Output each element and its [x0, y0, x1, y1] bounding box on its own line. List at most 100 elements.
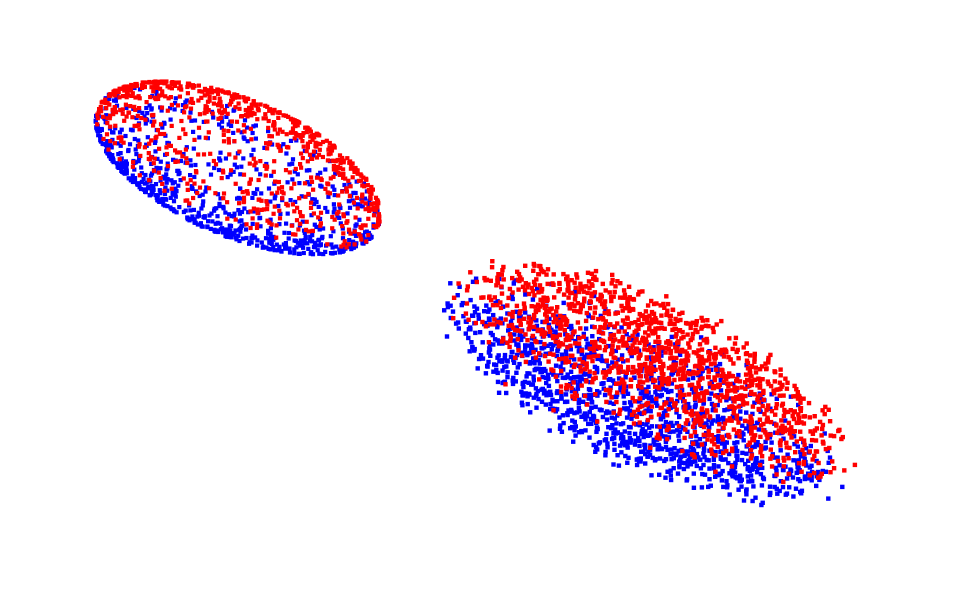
back-point [727, 471, 732, 476]
front-point [456, 281, 461, 286]
back-point [719, 478, 725, 483]
front-point [611, 364, 617, 369]
back-point [288, 138, 294, 143]
back-point [558, 423, 563, 428]
front-point [746, 442, 751, 448]
back-point [338, 221, 343, 226]
front-point [358, 224, 363, 230]
front-point [503, 317, 508, 322]
front-point [786, 409, 791, 415]
front-point [187, 201, 192, 206]
back-point [788, 394, 794, 399]
front-point [670, 307, 675, 312]
front-point [300, 139, 305, 144]
back-point [515, 365, 520, 370]
front-point [778, 367, 783, 372]
front-point [360, 199, 365, 204]
front-point [689, 382, 695, 387]
back-point [627, 411, 632, 417]
front-point [747, 440, 752, 445]
back-point [545, 372, 551, 378]
back-point [232, 231, 237, 236]
front-point [305, 145, 310, 150]
back-point [190, 214, 195, 219]
front-point [244, 222, 249, 227]
front-point [116, 135, 121, 140]
front-point [592, 325, 597, 330]
back-point [176, 183, 181, 188]
front-point [649, 414, 654, 419]
back-point [162, 121, 167, 126]
front-point [630, 395, 635, 401]
back-point [321, 226, 326, 231]
front-point [234, 119, 240, 124]
back-point [826, 460, 831, 465]
front-point [578, 309, 583, 315]
back-point [593, 404, 598, 410]
back-point [244, 235, 249, 241]
front-point [226, 91, 232, 96]
front-point [256, 177, 261, 183]
back-point [592, 364, 598, 370]
back-point [247, 240, 252, 245]
front-point [721, 425, 726, 431]
front-point [676, 423, 682, 429]
back-point [787, 485, 792, 490]
back-point [577, 345, 582, 350]
back-point [791, 494, 796, 499]
front-point [678, 349, 684, 354]
front-point [699, 354, 704, 360]
front-point [336, 193, 341, 198]
front-point [173, 148, 178, 153]
front-point [852, 462, 858, 468]
front-point [366, 233, 371, 238]
back-point [511, 281, 516, 286]
front-point [658, 366, 664, 371]
back-point [475, 366, 480, 371]
front-point [783, 376, 788, 381]
front-point [275, 110, 280, 115]
back-point [629, 353, 634, 359]
back-point [656, 393, 662, 399]
front-point [317, 147, 322, 152]
back-point [781, 436, 786, 441]
front-point [328, 176, 333, 181]
front-point [500, 268, 505, 273]
front-point [763, 361, 768, 366]
front-point [598, 292, 603, 297]
front-point [556, 357, 562, 362]
front-point [789, 435, 794, 440]
back-point [639, 449, 644, 454]
front-point [730, 374, 736, 379]
back-point [128, 178, 133, 183]
back-point [697, 437, 703, 442]
back-point [663, 434, 668, 439]
front-point [776, 428, 782, 433]
front-point [204, 119, 209, 124]
back-point [622, 400, 627, 406]
front-point [183, 131, 188, 137]
front-point [488, 322, 493, 327]
front-point [506, 295, 511, 301]
front-point [542, 353, 548, 359]
back-point [205, 225, 210, 230]
front-point [112, 93, 117, 98]
front-point [149, 85, 154, 90]
front-point [175, 103, 181, 108]
front-point [602, 310, 607, 316]
front-point [823, 404, 828, 410]
front-point [784, 386, 790, 391]
front-point [496, 272, 501, 277]
front-point [716, 384, 721, 390]
back-point [762, 446, 767, 451]
back-point [510, 296, 515, 302]
back-point [744, 363, 749, 368]
front-point [277, 208, 282, 213]
front-point [696, 384, 702, 389]
front-point [748, 448, 754, 453]
back-point [197, 193, 202, 199]
front-point [126, 110, 131, 115]
back-point [646, 384, 651, 390]
front-point [345, 219, 350, 224]
front-point [766, 355, 771, 361]
